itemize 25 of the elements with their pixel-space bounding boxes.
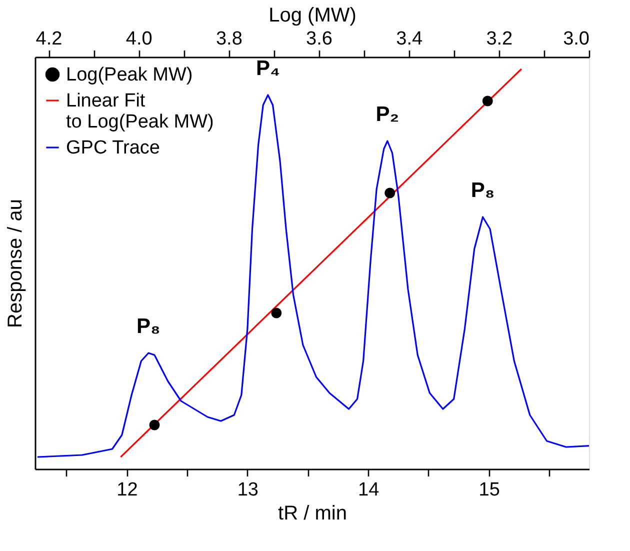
annotation: P₈ bbox=[136, 315, 160, 338]
point bbox=[482, 96, 493, 106]
x-tick-label: 13 bbox=[237, 480, 258, 500]
point bbox=[271, 308, 282, 318]
x-tick-label: 14 bbox=[358, 480, 380, 500]
x2-tick-label: 4.2 bbox=[36, 28, 62, 50]
x-tick-label: 12 bbox=[116, 480, 138, 500]
x-axis-title: tR / min bbox=[278, 502, 347, 524]
annotation: P₂ bbox=[376, 103, 400, 126]
point bbox=[149, 420, 160, 430]
x2-tick-label: 3.6 bbox=[306, 28, 332, 50]
point bbox=[384, 188, 396, 198]
x2-tick-label: 3.2 bbox=[486, 28, 513, 50]
legend-label: Linear Fit to Log(Peak MW) bbox=[66, 90, 214, 132]
x2-tick-label: 3.8 bbox=[216, 28, 242, 50]
x2-tick-label: 3.4 bbox=[396, 28, 423, 50]
annotation: P₄ bbox=[256, 57, 280, 80]
x-tick-label: 15 bbox=[478, 480, 500, 500]
y-axis-title: Response / au bbox=[4, 199, 26, 328]
x2-axis-title: Log (MW) bbox=[268, 4, 356, 26]
legend-label: Log(Peak MW) bbox=[66, 64, 193, 86]
x2-tick-label: 4.0 bbox=[126, 28, 152, 50]
legend-label: GPC Trace bbox=[66, 138, 160, 158]
x2-tick-label: 3.0 bbox=[563, 28, 590, 50]
annotation: P₈ bbox=[470, 179, 495, 202]
